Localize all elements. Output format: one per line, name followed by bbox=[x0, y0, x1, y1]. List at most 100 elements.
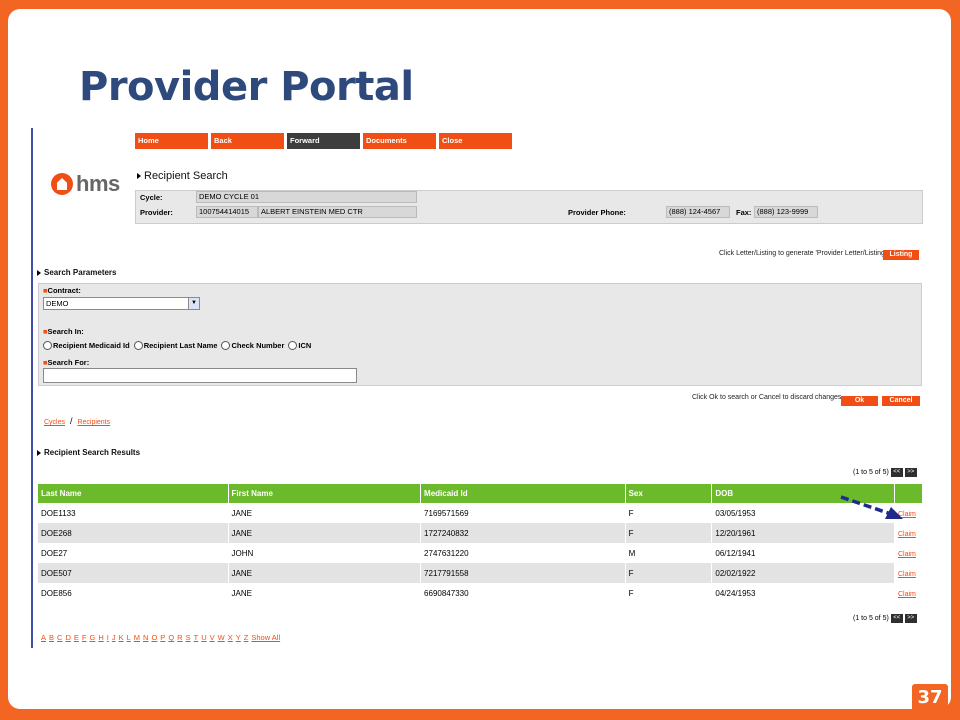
cell-medicaid-id: 6690847330 bbox=[420, 583, 626, 603]
alpha-link-v[interactable]: V bbox=[209, 633, 215, 642]
alpha-link-p[interactable]: P bbox=[160, 633, 166, 642]
cell-dob: 12/20/1961 bbox=[711, 523, 895, 543]
listing-button[interactable]: Listing bbox=[883, 250, 919, 260]
cell-action: Claim bbox=[894, 543, 922, 563]
alpha-link-e[interactable]: E bbox=[73, 633, 79, 642]
alpha-link-n[interactable]: N bbox=[143, 633, 149, 642]
left-accent-line bbox=[31, 128, 33, 648]
alpha-link-m[interactable]: M bbox=[133, 633, 141, 642]
cell-sex: F bbox=[625, 583, 713, 603]
nav-back-button[interactable]: Back bbox=[211, 133, 284, 149]
alpha-link-l[interactable]: L bbox=[126, 633, 131, 642]
pager-prev-button[interactable]: << bbox=[890, 614, 903, 623]
search-for-input[interactable] bbox=[43, 368, 357, 383]
contract-select[interactable]: DEMO ▼ bbox=[43, 297, 200, 310]
alpha-link-u[interactable]: U bbox=[201, 633, 207, 642]
logo-text: hms bbox=[76, 171, 120, 196]
table-row: DOE1133 JANE 7169571569 F 03/05/1953 Cla… bbox=[38, 503, 922, 523]
contract-select-value: DEMO bbox=[46, 299, 69, 308]
pager-next-button[interactable]: >> bbox=[904, 614, 917, 623]
alpha-link-i[interactable]: I bbox=[106, 633, 109, 642]
cell-last-name: DOE268 bbox=[38, 523, 229, 543]
alpha-link-s[interactable]: S bbox=[185, 633, 191, 642]
provider-name: ALBERT EINSTEIN MED CTR bbox=[258, 206, 417, 218]
results-title: Recipient Search Results bbox=[37, 448, 140, 457]
alpha-link-y[interactable]: Y bbox=[235, 633, 241, 642]
ok-button[interactable]: Ok bbox=[841, 396, 878, 406]
results-table: Last Name First Name Medicaid Id Sex DOB… bbox=[38, 484, 922, 603]
column-header-first-name[interactable]: First Name bbox=[228, 484, 422, 503]
cycle-label: Cycle: bbox=[140, 193, 163, 202]
column-header-sex[interactable]: Sex bbox=[625, 484, 713, 503]
alpha-link-b[interactable]: B bbox=[49, 633, 55, 642]
cell-medicaid-id: 7217791558 bbox=[420, 563, 626, 583]
pager-prev-button[interactable]: << bbox=[890, 468, 903, 477]
alpha-link-x[interactable]: X bbox=[227, 633, 233, 642]
claim-link[interactable]: Claim bbox=[897, 550, 916, 558]
breadcrumb-recipients-link[interactable]: Recipients bbox=[77, 419, 111, 426]
alpha-link-a[interactable]: A bbox=[41, 633, 47, 642]
nav-documents-button[interactable]: Documents bbox=[363, 133, 436, 149]
triangle-right-icon bbox=[37, 449, 41, 456]
ok-cancel-hint: Click Ok to search or Cancel to discard … bbox=[692, 394, 842, 401]
recipient-search-title: Recipient Search bbox=[137, 170, 228, 182]
pager-next-button[interactable]: >> bbox=[904, 468, 917, 477]
fax-value: (888) 123-9999 bbox=[754, 206, 818, 218]
provider-phone-label: Provider Phone: bbox=[568, 208, 626, 217]
radio-check-number[interactable]: Check Number bbox=[221, 341, 284, 350]
chevron-down-icon[interactable]: ▼ bbox=[188, 298, 199, 309]
cell-action: Claim bbox=[894, 563, 922, 583]
alpha-link-o[interactable]: O bbox=[151, 633, 158, 642]
alpha-link-show-all[interactable]: Show All bbox=[251, 633, 281, 642]
cancel-button[interactable]: Cancel bbox=[882, 396, 920, 406]
cell-first-name: JANE bbox=[228, 523, 422, 543]
alpha-link-r[interactable]: R bbox=[177, 633, 183, 642]
alpha-link-t[interactable]: T bbox=[193, 633, 199, 642]
claim-link[interactable]: Claim bbox=[897, 570, 916, 578]
column-header-last-name[interactable]: Last Name bbox=[38, 484, 229, 503]
alpha-link-z[interactable]: Z bbox=[243, 633, 249, 642]
alpha-link-f[interactable]: F bbox=[81, 633, 87, 642]
cell-sex: F bbox=[625, 503, 713, 523]
alpha-link-h[interactable]: H bbox=[98, 633, 104, 642]
radio-circle-icon bbox=[133, 341, 143, 350]
table-row: DOE507 JANE 7217791558 F 02/02/1922 Clai… bbox=[38, 563, 922, 583]
cell-action: Claim bbox=[894, 503, 922, 523]
alpha-link-j[interactable]: J bbox=[111, 633, 116, 642]
claim-link[interactable]: Claim bbox=[897, 590, 916, 598]
claim-link[interactable]: Claim bbox=[897, 530, 916, 538]
column-header-action bbox=[894, 484, 922, 503]
cell-last-name: DOE856 bbox=[38, 583, 229, 603]
radio-circle-icon bbox=[288, 341, 298, 350]
table-row: DOE27 JOHN 2747631220 M 06/12/1941 Claim bbox=[38, 543, 922, 563]
cell-action: Claim bbox=[894, 583, 922, 603]
cell-medicaid-id: 2747631220 bbox=[420, 543, 626, 563]
cell-first-name: JOHN bbox=[228, 543, 422, 563]
claim-link[interactable]: Claim bbox=[897, 510, 916, 518]
radio-circle-icon bbox=[221, 341, 231, 350]
breadcrumb-cycles-link[interactable]: Cycles bbox=[44, 419, 66, 426]
breadcrumb-separator: / bbox=[69, 416, 73, 426]
cell-sex: F bbox=[625, 523, 713, 543]
alphabet-filter: A B C D E F G H I J K L M N O P Q R S T U V W X Y Z Show All bbox=[41, 633, 283, 642]
radio-last-name[interactable]: Recipient Last Name bbox=[133, 341, 217, 350]
nav-close-button[interactable]: Close bbox=[439, 133, 512, 149]
radio-icn[interactable]: ICN bbox=[288, 341, 311, 350]
alpha-link-k[interactable]: K bbox=[118, 633, 124, 642]
column-header-medicaid-id[interactable]: Medicaid Id bbox=[420, 484, 626, 503]
cell-dob: 04/24/1953 bbox=[711, 583, 895, 603]
triangle-right-icon bbox=[137, 173, 141, 180]
listing-hint: Click Letter/Listing to generate 'Provid… bbox=[719, 250, 887, 257]
alpha-link-q[interactable]: Q bbox=[168, 633, 175, 642]
cell-dob: 02/02/1922 bbox=[711, 563, 895, 583]
alpha-link-g[interactable]: G bbox=[89, 633, 96, 642]
nav-home-button[interactable]: Home bbox=[135, 133, 208, 149]
alpha-link-d[interactable]: D bbox=[65, 633, 71, 642]
cell-sex: M bbox=[625, 543, 713, 563]
alpha-link-c[interactable]: C bbox=[57, 633, 63, 642]
nav-forward-button[interactable]: Forward bbox=[287, 133, 360, 149]
results-pager-bottom: (1 to 5 of 5) << >> bbox=[853, 614, 917, 623]
alpha-link-w[interactable]: W bbox=[217, 633, 225, 642]
radio-circle-icon bbox=[43, 341, 52, 350]
radio-medicaid-id[interactable]: Recipient Medicaid Id bbox=[43, 341, 130, 350]
